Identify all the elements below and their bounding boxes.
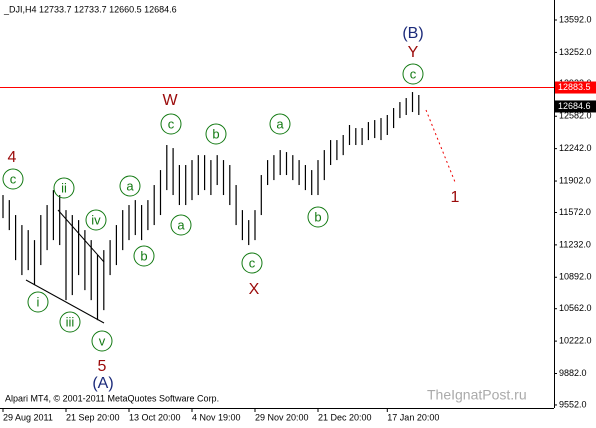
x-tick-label: 4 Nov 19:00 <box>192 412 241 422</box>
chart-title: _DJI,H4 12733.7 12733.7 12660.5 12684.6 <box>3 4 177 14</box>
x-tick-label: 21 Dec 20:00 <box>318 412 372 422</box>
trend-line <box>25 279 105 324</box>
wave-label: (B) <box>402 25 423 42</box>
y-tick-label: 13252.0 <box>559 47 592 57</box>
y-tick-label: 10222.0 <box>559 335 592 345</box>
wave-label: c <box>10 171 17 186</box>
wave-label: b <box>314 209 321 224</box>
wave-label: X <box>249 281 260 298</box>
wave-circle <box>307 206 329 228</box>
wave-circle <box>160 113 182 135</box>
wave-label: b <box>212 126 219 141</box>
watermark: TheIgnatPost.ru <box>427 387 527 403</box>
y-tick-label: 11232.0 <box>559 239 591 249</box>
wave-label: c <box>410 66 417 81</box>
wave-circle <box>119 175 141 197</box>
wave-label: 4 <box>8 149 17 166</box>
y-tick-label: 9882.0 <box>559 368 587 378</box>
wave-label: (A) <box>92 375 113 392</box>
price-label-box <box>555 81 596 94</box>
wave-label: a <box>126 178 134 193</box>
wave-circle <box>205 123 227 145</box>
y-tick-label: 11572.0 <box>559 207 591 217</box>
wave-circle <box>133 245 155 267</box>
y-tick-label: 9552.0 <box>559 399 587 409</box>
x-tick-label: 13 Oct 20:00 <box>129 412 181 422</box>
y-tick-label: 11902.0 <box>559 175 591 185</box>
wave-label: 5 <box>98 358 107 375</box>
wave-label: W <box>162 92 178 109</box>
wave-label: a <box>177 217 185 232</box>
x-tick-label: 29 Nov 20:00 <box>255 412 309 422</box>
wave-label: c <box>249 255 256 270</box>
wave-label: i <box>37 294 40 309</box>
y-tick-label: 12582.0 <box>559 111 592 121</box>
wave-label: 1 <box>451 189 460 206</box>
x-tick-label: 21 Sep 20:00 <box>66 412 120 422</box>
price-label: 12684.6 <box>558 101 591 111</box>
wave-circle <box>269 113 291 135</box>
wave-label: a <box>276 116 284 131</box>
x-tick-label: 17 Jan 20:00 <box>387 412 439 422</box>
wave-circle <box>85 209 107 231</box>
wave-circle <box>2 168 24 190</box>
wave-label: c <box>168 116 175 131</box>
wave-label: b <box>140 248 147 263</box>
y-tick-label: 10892.0 <box>559 272 592 282</box>
price-label: 12883.5 <box>558 82 591 92</box>
wave-label: Y <box>408 44 419 61</box>
wave-circle <box>59 311 81 333</box>
wave-label: v <box>99 333 106 348</box>
footer: Alpari MT4, © 2001-2011 MetaQuotes Softw… <box>5 393 219 403</box>
price-label-box <box>555 100 596 113</box>
wave-label: iii <box>66 314 75 329</box>
wave-circle <box>402 63 424 85</box>
y-tick-label: 13592.0 <box>559 14 592 24</box>
wave-circle <box>91 330 113 352</box>
wave-circle <box>27 291 49 313</box>
y-tick-label: 12242.0 <box>559 143 592 153</box>
wave-label: iv <box>91 212 101 227</box>
x-tick-label: 29 Aug 2011 <box>3 412 53 422</box>
y-tick-label: 10562.0 <box>559 303 592 313</box>
wave-circle <box>53 177 75 199</box>
wave-circle <box>241 252 263 274</box>
wave-circle <box>170 214 192 236</box>
wave-label: ii <box>61 180 67 195</box>
